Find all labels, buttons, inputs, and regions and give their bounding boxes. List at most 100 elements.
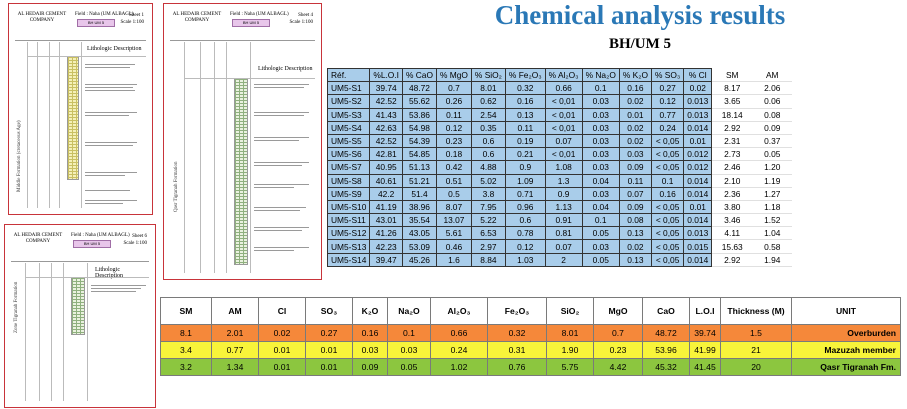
table-cell: 2.92 (711, 121, 753, 135)
table-cell: 0.014 (683, 252, 713, 267)
table-cell: 3.65 (711, 94, 753, 109)
table-cell: 0.81 (544, 226, 583, 241)
table-cell: 45.26 (401, 252, 437, 267)
table-cell: 0.03 (581, 147, 620, 162)
table-row: UM5-S1 39.74 48.72 0.7 8.01 0.32 0.66 0.1 0.16 0.… (326, 81, 793, 96)
sample-ref-cell: UM5-S9 (326, 186, 371, 201)
table-cell: 1.04 (752, 226, 793, 241)
log-body: Lithologic Description Zone Tigranah For… (11, 263, 149, 401)
column-header: % K₂O (618, 67, 652, 83)
table-cell: 0.09 (618, 199, 652, 215)
table-cell: 0.77 (650, 107, 685, 122)
sample-ref-cell: UM5-S11 (326, 213, 371, 228)
table-cell: 51.21 (401, 173, 437, 188)
table-cell: 15.63 (711, 239, 753, 254)
table-cell: 0.03 (581, 133, 620, 149)
column-header: Fe₂O₃ (487, 297, 547, 325)
column-header: % SiO₂ (470, 67, 506, 83)
table-cell: 0.16 (504, 94, 546, 109)
sample-ref-cell: UM5-S5 (326, 133, 371, 149)
sample-ref-cell: UM5-S4 (326, 120, 371, 135)
table-cell: 0.26 (435, 94, 472, 109)
borehole-log-sheet-1: AL HEDAIR CEMENT COMPANY Field : Naha (U… (8, 3, 153, 215)
table-cell: 0.91 (544, 213, 583, 228)
table-cell: 40.61 (369, 173, 403, 188)
table-cell: 0.6 (470, 147, 506, 162)
table-cell: 0.015 (683, 239, 713, 254)
table-cell: 0.71 (504, 186, 546, 201)
table-cell: 0.58 (752, 239, 793, 254)
table-row: UM5-S3 41.43 53.86 0.11 2.54 0.13 < 0,01 0.03 0.… (326, 107, 793, 122)
chemical-analysis-table: Réf. %L.O.I % CaO % MgO % SiO₂ % Fe₂O₃ %… (326, 67, 793, 267)
table-cell: < 0,05 (650, 213, 685, 228)
table-cell: 41.26 (369, 226, 403, 241)
table-cell: 0.01 (683, 133, 713, 149)
table-cell: 0.9 (504, 160, 546, 175)
column-header: CaO (642, 297, 690, 325)
table-cell: 41.45 (689, 358, 721, 376)
table-cell: 0.07 (544, 133, 583, 149)
table-cell: 54.98 (401, 120, 437, 135)
column-header: L.O.I (689, 297, 721, 325)
log-column-title: Lithologic Description (258, 66, 313, 72)
log-field: Field : Naha (UM ALBAGL) (71, 233, 130, 238)
table-cell: 39.74 (689, 324, 721, 342)
table-cell: 0.9 (544, 186, 583, 201)
page-title: Chemical analysis results (494, 0, 786, 30)
table-cell: 5.22 (470, 213, 506, 228)
table-cell: 48.72 (401, 81, 437, 96)
sample-ref-cell: UM5-S6 (326, 147, 371, 162)
table-cell: 45.32 (642, 358, 690, 376)
table-cell: 4.42 (593, 358, 643, 376)
table-cell: 8.84 (470, 252, 506, 267)
table-cell: 0.02 (618, 133, 652, 149)
table-cell: 0.13 (618, 252, 652, 267)
column-header: SM (160, 297, 212, 325)
table-cell: 0.08 (618, 213, 652, 228)
table-cell: < 0,01 (544, 120, 583, 135)
table-cell: 2.97 (470, 239, 506, 254)
table-cell: 0.013 (683, 107, 713, 122)
table-cell: 3.8 (470, 186, 506, 201)
table-cell: 1.34 (211, 358, 259, 376)
log-header: AL HEDAIR CEMENT COMPANY Field : Naha (U… (15, 10, 146, 41)
table-cell: 0.6 (504, 213, 546, 228)
table-cell: 8.17 (711, 81, 753, 96)
table-cell: 0.1 (581, 81, 620, 96)
table-row: UM5-S9 42.2 51.4 0.5 3.8 0.71 0.9 0.03 0.07 0.16 0… (326, 186, 793, 201)
table-cell: 0.11 (435, 107, 472, 122)
table-cell: 2.10 (711, 174, 753, 188)
table-cell: 0.04 (581, 173, 620, 188)
table-cell: 4.11 (711, 226, 753, 241)
table-cell: 1.90 (546, 341, 594, 359)
table-cell: 0.1 (650, 173, 685, 188)
table-cell: 0.01 (683, 199, 713, 215)
table-row: UM5-S5 42.52 54.39 0.23 0.6 0.19 0.07 0.03 0.02 <… (326, 133, 793, 149)
table-cell: < 0,01 (544, 107, 583, 122)
table-row: UM5-S8 40.61 51.21 0.51 5.02 1.09 1.3 0.04 0.11 0… (326, 173, 793, 188)
table-cell: 3.4 (160, 341, 212, 359)
table-cell: 0.05 (581, 226, 620, 241)
table-cell: 0.11 (618, 173, 652, 188)
log-sheet: Sheet 6 Scale 1:100 (123, 234, 147, 246)
table-cell: 0.07 (618, 186, 652, 201)
table-cell: 42.52 (369, 133, 403, 149)
table-cell: 3.80 (711, 200, 753, 215)
table-cell: 42.81 (369, 147, 403, 162)
column-header: % Al₂O₃ (544, 67, 583, 83)
table-cell: < 0,01 (544, 147, 583, 162)
log-column-title: Lithologic Description (87, 46, 142, 52)
table-cell: 1.94 (752, 253, 793, 267)
log-column-title: Lithologic Description (95, 267, 123, 279)
table-cell: 0.51 (435, 173, 472, 188)
table-cell: 42.52 (369, 94, 403, 109)
log-badge: BH UM 5 (232, 19, 270, 27)
summary-row: 3.2 1.34 0.01 0.01 0.09 0.05 1.02 0.76 5.75 4.42 4… (160, 358, 901, 376)
table-cell: 0.5 (435, 186, 472, 201)
sample-ref-cell: UM5-S14 (326, 252, 371, 267)
table-cell: 0.03 (387, 341, 431, 359)
table-cell: 43.05 (401, 226, 437, 241)
table-cell: 8.01 (470, 81, 506, 96)
table-cell: 0.02 (258, 324, 306, 342)
table-cell: 0.66 (430, 324, 488, 342)
